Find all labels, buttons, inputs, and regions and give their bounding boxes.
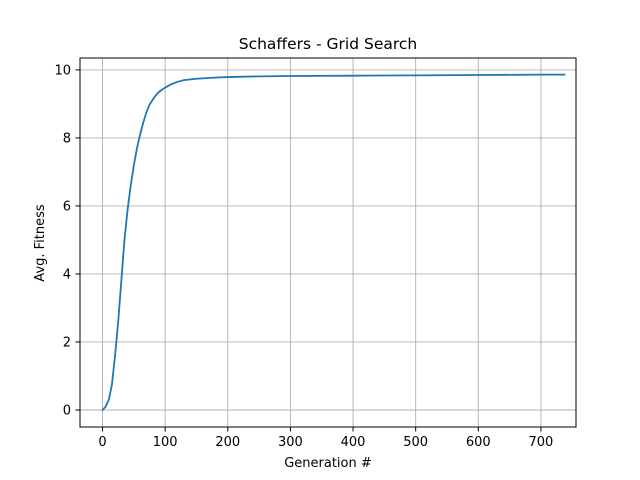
x-tick-label: 400 bbox=[341, 435, 366, 450]
tick-marks bbox=[75, 69, 542, 432]
x-tick-label: 100 bbox=[153, 435, 178, 450]
y-tick-label: 4 bbox=[63, 267, 71, 282]
x-tick-label: 200 bbox=[215, 435, 240, 450]
plot-area-frame bbox=[79, 57, 577, 428]
y-tick-label: 0 bbox=[63, 403, 71, 418]
x-tick-label: 0 bbox=[98, 435, 106, 450]
grid-lines bbox=[80, 58, 576, 427]
y-axis-label: Avg. Fitness bbox=[33, 204, 48, 282]
x-tick-labels: 0 100 200 300 400 500 600 700 bbox=[98, 435, 553, 450]
series-line-0 bbox=[101, 73, 566, 411]
series-layer bbox=[101, 73, 566, 411]
x-tick-label: 600 bbox=[466, 435, 491, 450]
y-tick-labels: 0 2 4 6 8 10 bbox=[54, 63, 71, 418]
x-axis-label: Generation # bbox=[284, 456, 372, 471]
y-tick-label: 2 bbox=[63, 335, 71, 350]
y-tick-label: 6 bbox=[63, 199, 71, 214]
y-tick-label: 8 bbox=[63, 131, 71, 146]
x-tick-label: 300 bbox=[278, 435, 303, 450]
x-tick-label: 700 bbox=[529, 435, 554, 450]
chart-title: Schaffers - Grid Search bbox=[239, 35, 418, 53]
y-tick-label: 10 bbox=[54, 63, 71, 78]
x-tick-label: 500 bbox=[403, 435, 428, 450]
